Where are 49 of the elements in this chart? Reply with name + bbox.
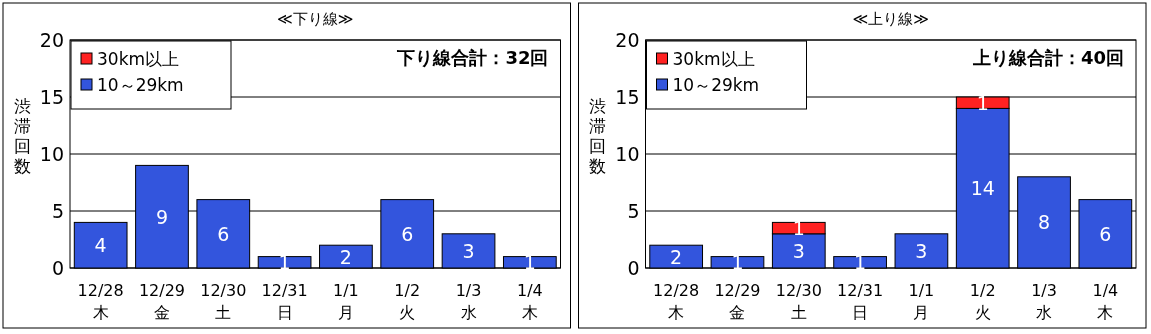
data-label: 3: [915, 239, 928, 262]
x-tick-label: 1/4 木: [1092, 281, 1119, 322]
x-tick-label: 1/4 木: [516, 281, 543, 322]
y-tick-label: 20: [39, 29, 64, 51]
data-label: 3: [462, 239, 475, 262]
x-tick-label: 1/3 水: [1031, 281, 1057, 322]
y-tick-label: 0: [51, 257, 64, 279]
x-tick-label: 1/3 水: [455, 281, 482, 322]
y-tick-label: 10: [615, 143, 640, 165]
x-tick-label: 12/31 日: [837, 281, 884, 322]
x-tick-label: 12/28 木: [653, 281, 700, 322]
x-tick-label: 12/30 土: [775, 281, 822, 322]
chart-title: ≪下り線≫: [277, 10, 354, 28]
legend-label: 10～29km: [97, 75, 184, 95]
x-tick-label: 12/31 日: [261, 281, 308, 322]
y-tick-label: 5: [51, 200, 64, 222]
x-tick-label: 1/2 火: [394, 281, 421, 322]
legend-label: 30km以上: [97, 49, 180, 69]
data-label: 2: [339, 245, 352, 268]
x-tick-label: 12/29 金: [138, 281, 186, 322]
y-tick-label: 5: [627, 200, 640, 222]
data-label: 3: [792, 239, 805, 262]
x-tick-label: 12/30 土: [200, 281, 247, 322]
legend-label: 10～29km: [672, 75, 760, 95]
data-label: 2: [670, 245, 683, 268]
x-tick-label: 1/1 月: [908, 281, 935, 322]
x-tick-label: 12/29 金: [714, 281, 761, 322]
annotation: 下り線合計：32回: [396, 47, 549, 68]
chart-title: ≪上り線≫: [852, 10, 929, 28]
data-label: 6: [1099, 222, 1112, 245]
data-label: 6: [217, 222, 230, 245]
data-label: 14: [970, 177, 995, 200]
x-tick-label: 1/1 月: [333, 281, 359, 322]
legend-label: 30km以上: [672, 49, 755, 69]
data-label: 9: [155, 205, 169, 228]
y-tick-label: 20: [615, 29, 640, 51]
y-tick-label: 15: [615, 86, 640, 108]
y-tick-label: 10: [39, 143, 64, 165]
data-label: 4: [94, 234, 107, 257]
y-axis-title: 渋滞回数: [13, 96, 31, 176]
y-tick-label: 15: [39, 86, 64, 108]
data-label: 8: [1037, 211, 1051, 234]
y-tick-label: 0: [627, 257, 640, 279]
data-label: 1: [976, 91, 989, 114]
x-tick-label: 12/28 木: [77, 281, 124, 322]
x-tick-label: 1/2 火: [969, 281, 996, 322]
y-axis-title: 渋滞回数: [589, 96, 606, 176]
data-label: 6: [401, 222, 414, 245]
annotation: 上り線合計：40回: [971, 47, 1124, 68]
